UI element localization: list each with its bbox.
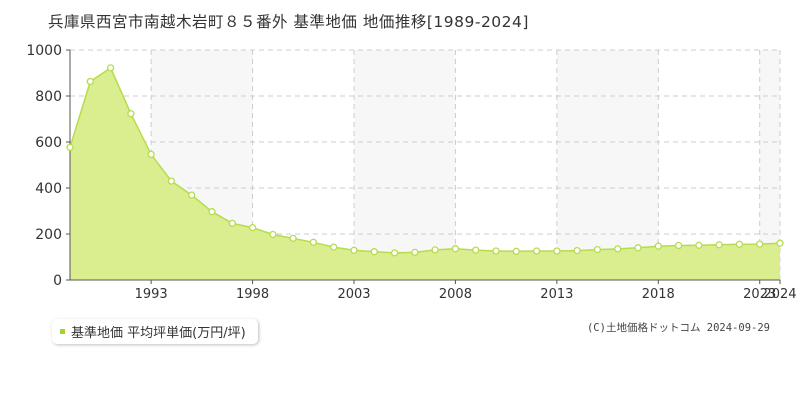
- data-point: [492, 247, 500, 255]
- data-point: [593, 245, 602, 254]
- data-point: [106, 64, 115, 72]
- data-point: [411, 248, 419, 257]
- legend-label: 基準地価 平均坪単価(万円/坪): [71, 326, 246, 341]
- plot-band: [556, 50, 659, 280]
- data-point: [532, 247, 541, 255]
- data-point: [715, 241, 723, 249]
- data-point: [350, 246, 358, 254]
- data-point: [451, 245, 460, 253]
- data-point: [654, 242, 662, 250]
- chart-title: 兵庫県西宮市南越木岩町８５番外 基準地価 地価推移[1989-2024]: [48, 13, 529, 31]
- data-point: [735, 240, 744, 248]
- x-tick-label: 2023: [743, 287, 776, 302]
- data-point: [127, 110, 135, 118]
- y-tick-label: 400: [35, 181, 62, 197]
- x-tick-label: 2018: [642, 287, 675, 302]
- data-point: [756, 240, 764, 248]
- data-point: [472, 246, 480, 254]
- data-point: [228, 219, 236, 228]
- data-point: [695, 241, 703, 249]
- x-tick-label: 1998: [236, 287, 269, 302]
- x-tick-label: 2003: [337, 287, 370, 302]
- data-point: [674, 241, 683, 250]
- data-point: [289, 234, 297, 243]
- plot-band: [759, 50, 780, 280]
- y-tick-label: 200: [35, 227, 62, 243]
- data-point: [390, 249, 399, 257]
- data-point: [66, 143, 74, 151]
- legend-swatch: [60, 329, 65, 334]
- y-tick-label: 1000: [26, 43, 62, 59]
- data-point: [634, 244, 642, 252]
- y-tick-label: 0: [53, 273, 62, 289]
- legend: 基準地価 平均坪単価(万円/坪): [52, 319, 258, 344]
- y-tick-label: 800: [35, 89, 62, 105]
- data-point: [370, 248, 378, 256]
- y-tick-label: 600: [35, 135, 62, 151]
- data-point: [309, 238, 318, 246]
- x-tick-label: 2013: [540, 287, 573, 302]
- x-tick-label: 1993: [135, 287, 168, 302]
- data-point: [431, 246, 439, 254]
- x-tick-label: 2024: [763, 287, 796, 302]
- data-point: [86, 77, 94, 86]
- data-point: [208, 208, 216, 216]
- data-point: [147, 150, 155, 159]
- data-point: [573, 246, 581, 255]
- x-tick-label: 2008: [439, 287, 472, 302]
- data-point: [188, 191, 196, 199]
- copyright-credit: (C)土地価格ドットコム 2024-09-29: [586, 322, 770, 334]
- plot-band: [354, 50, 456, 280]
- data-point: [330, 243, 338, 251]
- data-point: [614, 245, 622, 253]
- data-point: [269, 230, 277, 239]
- data-point: [553, 247, 561, 255]
- data-point: [776, 239, 784, 247]
- data-point: [248, 223, 257, 232]
- data-point: [512, 247, 520, 255]
- data-point: [167, 177, 176, 185]
